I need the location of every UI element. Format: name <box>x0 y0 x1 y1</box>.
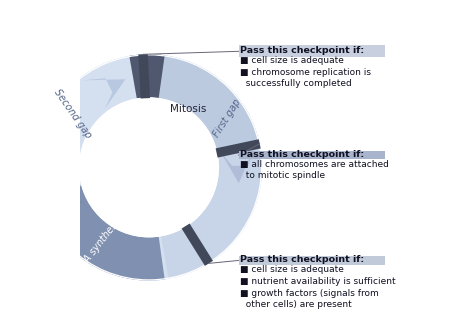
Text: Pass this checkpoint if:: Pass this checkpoint if: <box>239 255 364 264</box>
Polygon shape <box>56 183 87 225</box>
Text: First gap: First gap <box>212 97 243 139</box>
Polygon shape <box>216 139 261 158</box>
Wedge shape <box>40 185 164 281</box>
Text: ■ all chromosomes are attached
  to mitotic spindle: ■ all chromosomes are attached to mitoti… <box>239 160 388 180</box>
Text: Pass this checkpoint if:: Pass this checkpoint if: <box>239 46 364 55</box>
Text: ■ nutrient availability is sufficient: ■ nutrient availability is sufficient <box>239 277 395 286</box>
Text: S: S <box>110 189 120 203</box>
Wedge shape <box>145 54 260 155</box>
Wedge shape <box>36 54 262 281</box>
Polygon shape <box>83 78 125 109</box>
Text: ■ cell size is adequate: ■ cell size is adequate <box>239 56 343 65</box>
Text: Second gap: Second gap <box>52 88 93 141</box>
FancyBboxPatch shape <box>238 46 385 57</box>
Wedge shape <box>36 56 169 281</box>
Text: Mitosis: Mitosis <box>170 104 206 114</box>
Text: ■ growth factors (signals from
  other cells) are present: ■ growth factors (signals from other cel… <box>239 289 378 309</box>
Wedge shape <box>129 54 164 99</box>
Text: DNA synthesis: DNA synthesis <box>73 214 124 276</box>
Wedge shape <box>36 54 262 281</box>
FancyBboxPatch shape <box>238 151 385 160</box>
Text: ■ cell size is adequate: ■ cell size is adequate <box>239 265 343 275</box>
Text: ■ chromosome replication is
  successfully completed: ■ chromosome replication is successfully… <box>239 68 371 88</box>
Circle shape <box>80 98 218 237</box>
Polygon shape <box>182 223 213 266</box>
Polygon shape <box>138 54 150 99</box>
Wedge shape <box>79 97 219 238</box>
Polygon shape <box>221 145 255 183</box>
Text: Pass this checkpoint if:: Pass this checkpoint if: <box>239 150 364 159</box>
FancyBboxPatch shape <box>238 256 385 265</box>
